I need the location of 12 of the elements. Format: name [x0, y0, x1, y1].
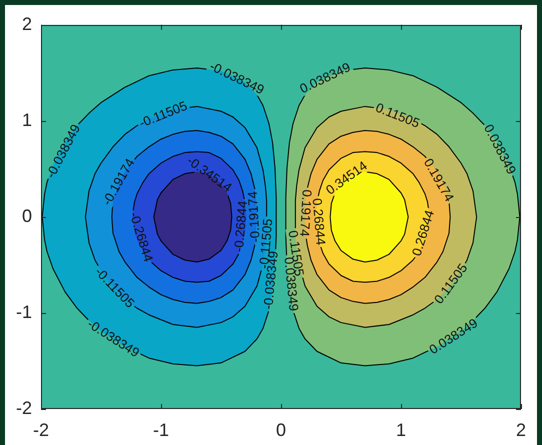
x-tick-label: 0: [276, 420, 286, 440]
y-tick-label: 1: [22, 110, 32, 130]
x-tick-label: 2: [516, 420, 526, 440]
x-tick-label: -1: [152, 420, 170, 440]
x-tick-label: 1: [396, 420, 406, 440]
annotation: -0.26844: [126, 210, 156, 264]
annotation: 0.26844: [310, 198, 329, 246]
y-tick-label: -1: [16, 302, 32, 322]
y-tick-label: 2: [22, 14, 32, 34]
annotation: 0.26844: [408, 208, 438, 258]
y-tick-label: 0: [22, 206, 32, 226]
y-tick-label: -2: [16, 398, 32, 418]
